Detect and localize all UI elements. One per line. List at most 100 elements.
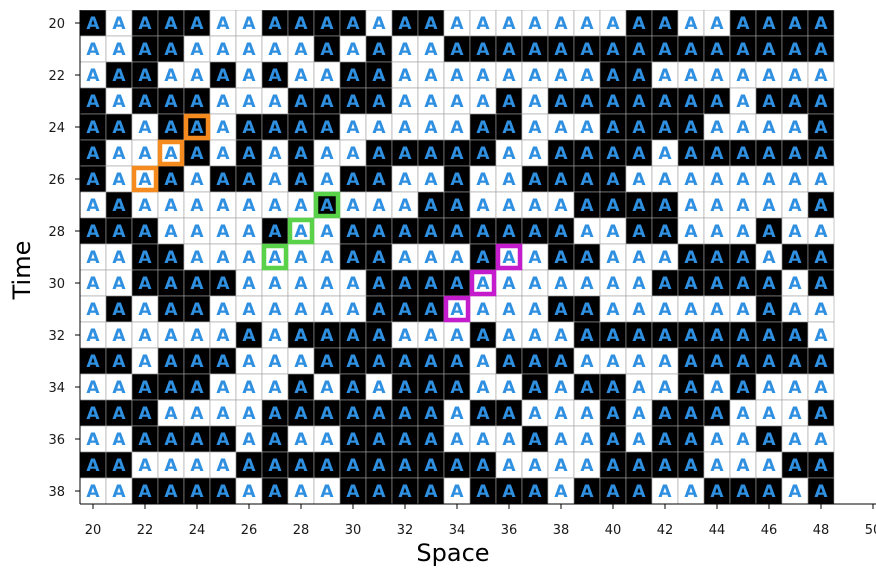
- heatmap-cell: [573, 191, 601, 219]
- cell-glyph: A: [424, 300, 438, 320]
- cell-glyph: A: [372, 326, 386, 346]
- cell-glyph: A: [242, 326, 256, 346]
- cell-glyph: A: [138, 482, 152, 502]
- cell-glyph: A: [502, 300, 516, 320]
- heatmap-cell: [209, 269, 237, 297]
- cell-glyph: A: [138, 40, 152, 60]
- cell-glyph: A: [554, 456, 568, 476]
- cell-glyph: A: [502, 248, 516, 268]
- cell-glyph: A: [164, 222, 178, 242]
- heatmap-cell: [781, 35, 809, 63]
- cell-glyph: A: [580, 352, 594, 372]
- heatmap-cell: [183, 399, 211, 427]
- cell-glyph: A: [216, 300, 230, 320]
- heatmap-cell: [469, 451, 497, 479]
- heatmap-cell: [677, 477, 705, 504]
- y-tick-label: 24: [48, 121, 65, 136]
- cell-glyph: A: [684, 118, 698, 138]
- cell-glyph: A: [86, 326, 100, 346]
- cell-glyph: A: [398, 144, 412, 164]
- cell-glyph: A: [528, 66, 542, 86]
- cell-glyph: A: [294, 144, 308, 164]
- highlight-box: [469, 269, 497, 297]
- heatmap-cell: [807, 425, 835, 453]
- cell-glyph: A: [554, 274, 568, 294]
- cell-glyph: A: [164, 118, 178, 138]
- cell-glyph: A: [138, 92, 152, 112]
- heatmap-cell: [651, 10, 679, 37]
- heatmap-cell: [443, 477, 471, 504]
- cell-glyph: A: [138, 222, 152, 242]
- cell-glyph: A: [762, 92, 776, 112]
- cell-glyph: A: [164, 482, 178, 502]
- heatmap-cell: [625, 35, 653, 63]
- heatmap-cell: [469, 139, 497, 167]
- x-tick-label: 24: [189, 523, 206, 538]
- cell-glyph: A: [476, 66, 490, 86]
- cell-glyph: A: [346, 482, 360, 502]
- cell-glyph: A: [190, 222, 204, 242]
- cell-glyph: A: [580, 92, 594, 112]
- cell-glyph: A: [502, 40, 516, 60]
- cell-glyph: A: [398, 456, 412, 476]
- cell-glyph: A: [814, 40, 828, 60]
- heatmap-cell: [599, 269, 627, 297]
- cell-glyph: A: [424, 144, 438, 164]
- cell-glyph: A: [762, 482, 776, 502]
- heatmap-cell: [755, 347, 783, 375]
- heatmap-cell: [599, 399, 627, 427]
- heatmap-cell: [365, 113, 393, 141]
- cell-glyph: A: [788, 222, 802, 242]
- cell-glyph: A: [268, 404, 282, 424]
- cell-glyph: A: [658, 196, 672, 216]
- cell-glyph: A: [86, 378, 100, 398]
- heatmap-cell: [287, 191, 315, 219]
- cell-glyph: A: [398, 482, 412, 502]
- cell-glyph: A: [684, 482, 698, 502]
- cell-glyph: A: [450, 222, 464, 242]
- cell-glyph: A: [606, 118, 620, 138]
- heatmap-cell: [755, 61, 783, 89]
- heatmap-cell: [417, 321, 445, 349]
- cell-glyph: A: [320, 40, 334, 60]
- cell-glyph: A: [216, 170, 230, 190]
- heatmap-cell: [677, 35, 705, 63]
- heatmap-cell: [521, 399, 549, 427]
- heatmap-cell: [495, 269, 523, 297]
- heatmap-cell: [625, 295, 653, 323]
- y-tick-label: 36: [48, 433, 65, 448]
- cell-glyph: A: [788, 248, 802, 268]
- heatmap-cell: [469, 295, 497, 323]
- heatmap-cell: [469, 217, 497, 245]
- cell-glyph: A: [658, 300, 672, 320]
- heatmap-cell: [443, 113, 471, 141]
- cell-glyph: A: [320, 430, 334, 450]
- cell-glyph: A: [528, 326, 542, 346]
- heatmap-cell: [391, 295, 419, 323]
- cell-glyph: A: [762, 430, 776, 450]
- cell-glyph: A: [112, 40, 126, 60]
- heatmap-cell: [235, 451, 263, 479]
- cell-glyph: A: [320, 92, 334, 112]
- cell-glyph: A: [398, 222, 412, 242]
- heatmap-cell: [287, 165, 315, 193]
- cell-glyph: A: [320, 300, 334, 320]
- cell-glyph: A: [476, 352, 490, 372]
- heatmap-cell: [183, 269, 211, 297]
- cell-glyph: A: [190, 92, 204, 112]
- heatmap-cell: [547, 269, 575, 297]
- cell-glyph: A: [788, 144, 802, 164]
- cell-glyph: A: [138, 196, 152, 216]
- x-tick-label: 28: [293, 523, 310, 538]
- cell-glyph: A: [502, 118, 516, 138]
- heatmap-cell: [157, 425, 185, 453]
- cell-glyph: A: [450, 482, 464, 502]
- cell-glyph: A: [138, 404, 152, 424]
- heatmap-cell: [729, 113, 757, 141]
- cell-glyph: A: [294, 482, 308, 502]
- heatmap-cell: [521, 373, 549, 401]
- heatmap-cell: [521, 87, 549, 115]
